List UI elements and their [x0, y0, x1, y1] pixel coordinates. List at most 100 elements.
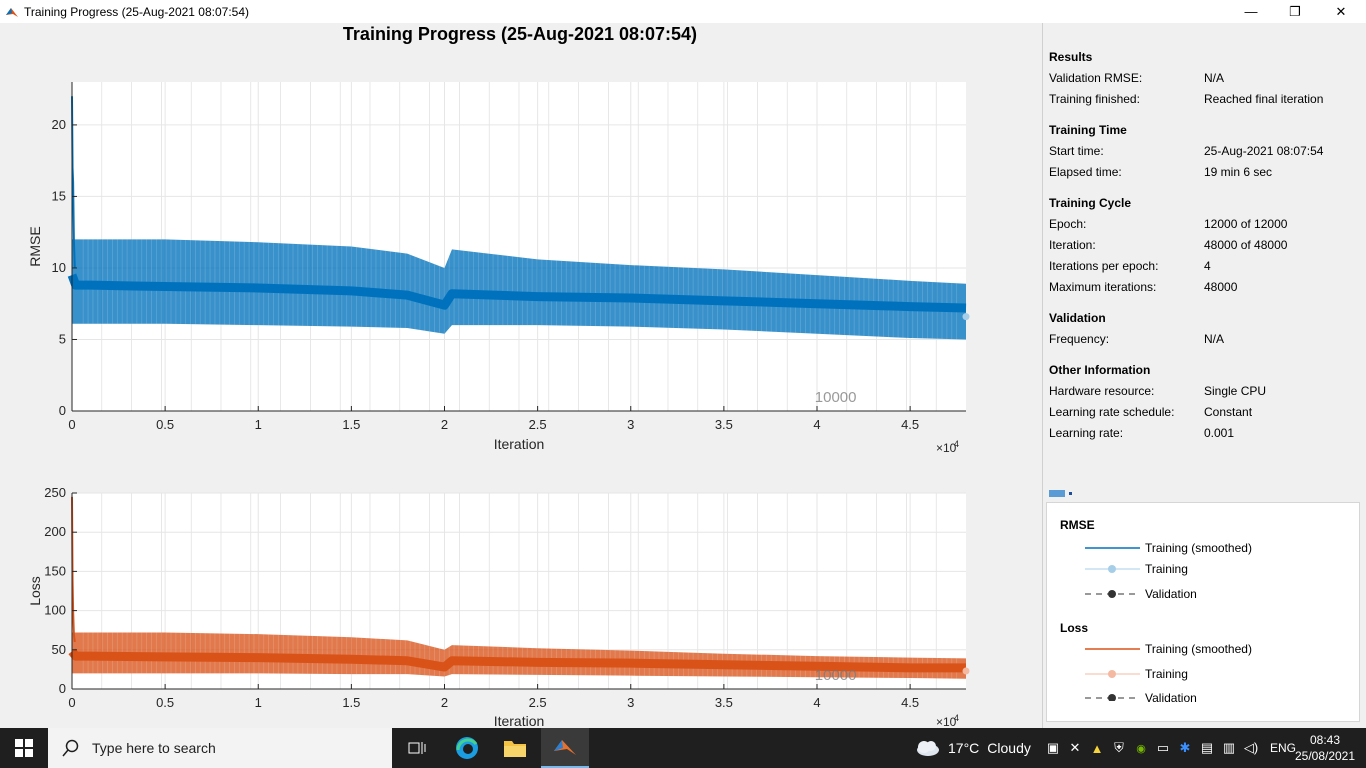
legend-loss-validation-label: Validation — [1145, 691, 1197, 705]
info-value: 19 min 6 sec — [1204, 165, 1273, 179]
tray-drive-icon[interactable]: ▭ — [1156, 740, 1170, 755]
legend-loss-smoothed-label: Training (smoothed) — [1145, 642, 1252, 656]
legend-rmse-smoothed-label: Training (smoothed) — [1145, 541, 1252, 555]
search-placeholder: Type here to search — [92, 740, 216, 756]
taskbar-matlab[interactable] — [541, 728, 589, 768]
info-row-frequency: Frequency: N/A — [1049, 329, 1364, 350]
restore-button[interactable]: ❐ — [1272, 0, 1318, 23]
info-label: Elapsed time: — [1049, 165, 1122, 179]
rmse-y-tick-label: 20 — [52, 117, 66, 132]
legend-panel: RMSE Training (smoothed) Training Valida… — [1046, 502, 1360, 722]
windows-icon — [15, 739, 33, 757]
rmse-x-tick-label: 4.5 — [901, 417, 919, 432]
loss-x-tick-label: 3.5 — [715, 695, 733, 710]
rmse-y-tick-label: 10 — [52, 260, 66, 275]
figure-title: Training Progress (25-Aug-2021 08:07:54) — [342, 24, 698, 44]
info-row-elapsed-time: Elapsed time: 19 min 6 sec — [1049, 162, 1364, 183]
rmse-x-axis-label: Iteration — [494, 436, 545, 452]
info-row-iteration: Iteration: 48000 of 48000 — [1049, 235, 1364, 256]
info-label: Epoch: — [1049, 217, 1087, 231]
rmse-smoothed-line — [67, 273, 967, 313]
results-heading: Results — [1049, 50, 1093, 64]
legend-toggle-dot — [1069, 492, 1072, 495]
info-value: 48000 — [1204, 280, 1238, 294]
info-row-lr-schedule: Learning rate schedule: Constant — [1049, 402, 1364, 423]
training-time-section: Training Time Start time: 25-Aug-2021 08:… — [1049, 120, 1364, 183]
loss-x-tick-label: 2.5 — [529, 695, 547, 710]
rmse-y-axis-label: RMSE — [27, 226, 43, 266]
minimize-button[interactable]: — — [1228, 0, 1274, 23]
info-label: Maximum iterations: — [1049, 280, 1157, 294]
task-view-button[interactable] — [393, 728, 441, 768]
folder-icon — [504, 741, 526, 757]
matlab-icon — [6, 7, 18, 17]
tray-volume-icon[interactable]: ◁) — [1243, 740, 1259, 755]
loss-x-multiplier-exponent: 4 — [954, 713, 959, 723]
tray-shield-icon[interactable]: ⛨ — [1114, 740, 1124, 755]
loss-x-tick-label: 1.5 — [342, 695, 360, 710]
loss-x-multiplier: ×10 — [936, 715, 957, 728]
edge-icon — [456, 737, 478, 759]
start-button[interactable] — [0, 728, 48, 768]
window-title: Training Progress (25-Aug-2021 08:07:54) — [24, 4, 250, 19]
rmse-y-tick-label: 15 — [52, 188, 66, 203]
cloud-icon — [917, 741, 939, 756]
tray-files-icon[interactable]: ▤ — [1200, 740, 1214, 755]
other-info-heading: Other Information — [1049, 363, 1151, 377]
loss-y-tick-label: 200 — [44, 524, 66, 539]
info-row-hardware: Hardware resource: Single CPU — [1049, 381, 1364, 402]
legend-loss-training-marker — [1108, 670, 1116, 678]
loss-y-tick-label: 0 — [59, 681, 66, 696]
tray-network-icon[interactable]: ▥ — [1222, 740, 1236, 755]
tray-bluetooth-icon[interactable]: ✱ — [1179, 740, 1191, 755]
matlab-icon — [554, 740, 576, 755]
legend-rmse-training-label: Training — [1145, 562, 1188, 576]
tray-language[interactable]: ENG — [1270, 741, 1297, 755]
taskbar-clock[interactable]: 08:43 25/08/2021 — [1290, 732, 1360, 764]
legend-loss-training-label: Training — [1145, 667, 1188, 681]
loss-y-tick-label: 250 — [44, 485, 66, 500]
info-label: Frequency: — [1049, 332, 1110, 346]
info-label: Learning rate: — [1049, 426, 1124, 440]
tray-tool-icon[interactable]: ✕ — [1069, 740, 1081, 755]
loss-x-tick-label: 4.5 — [901, 695, 919, 710]
weather-widget[interactable]: 17°C Cloudy — [914, 728, 1031, 768]
info-value: 4 — [1204, 259, 1211, 273]
legend-collapse-toggle[interactable] — [1049, 490, 1065, 497]
weather-temp: 17°C — [948, 740, 980, 756]
tray-warning-icon[interactable]: ▲ — [1090, 740, 1104, 756]
legend-loss-validation-marker — [1108, 694, 1116, 701]
taskbar: Type here to search 17°C Cloudy ▣ ✕ ▲ ⛨ … — [0, 728, 1366, 768]
rmse-x-multiplier-exponent: 4 — [954, 439, 959, 449]
info-label: Start time: — [1049, 144, 1104, 158]
legend-rmse-validation-label: Validation — [1145, 587, 1197, 601]
taskbar-edge[interactable] — [443, 728, 491, 768]
minimize-icon: — — [1244, 4, 1258, 19]
other-info-section: Other Information Hardware resource: Sing… — [1049, 360, 1364, 444]
loss-x-tick-label: 0 — [68, 695, 75, 710]
info-label: Training finished: — [1049, 92, 1140, 106]
info-value: Reached final iteration — [1204, 92, 1324, 106]
system-tray: ▣ ✕ ▲ ⛨ ◉ ▭ ✱ ▤ ▥ ◁) ENG — [1042, 728, 1296, 768]
info-value: Single CPU — [1204, 384, 1267, 398]
info-value: 48000 of 48000 — [1204, 238, 1288, 252]
taskbar-search[interactable]: Type here to search — [48, 728, 392, 768]
close-button[interactable]: ✕ — [1318, 0, 1364, 23]
loss-y-tick-label: 100 — [44, 603, 66, 618]
loss-final-point — [962, 667, 970, 675]
info-row-epoch: Epoch: 12000 of 12000 — [1049, 214, 1364, 235]
rmse-x-tick-label: 0 — [68, 417, 75, 432]
clock-date: 25/08/2021 — [1294, 749, 1356, 763]
taskbar-file-explorer[interactable] — [491, 728, 539, 768]
search-icon — [62, 739, 79, 757]
tray-nvidia-icon[interactable]: ◉ — [1136, 742, 1146, 755]
close-icon: ✕ — [1335, 3, 1347, 19]
rmse-x-tick-label: 1 — [255, 417, 262, 432]
legend-rmse-heading: RMSE — [1060, 518, 1095, 532]
rmse-x-tick-label: 2.5 — [529, 417, 547, 432]
legend-rmse-validation-marker — [1108, 590, 1116, 598]
tray-vpn-icon[interactable]: ▣ — [1046, 740, 1060, 755]
legend-loss-heading: Loss — [1060, 621, 1089, 635]
info-row-learning-rate: Learning rate: 0.001 — [1049, 423, 1364, 444]
info-label: Learning rate schedule: — [1049, 405, 1175, 419]
